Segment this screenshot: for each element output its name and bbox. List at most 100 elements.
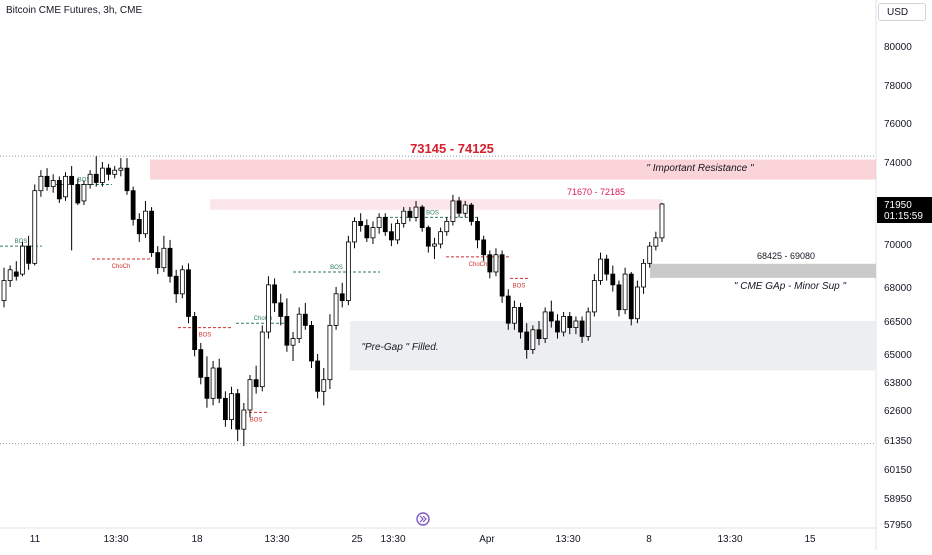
candle-body-65 bbox=[401, 210, 407, 224]
zone-resistance-band bbox=[210, 199, 662, 210]
zone-pre-gap-filled bbox=[350, 321, 876, 371]
y-tick-1: 78000 bbox=[884, 81, 912, 92]
zone-note-filled: "Pre-Gap " Filled. bbox=[361, 342, 438, 353]
candle-body-66 bbox=[407, 210, 413, 218]
candle-body-35 bbox=[216, 367, 222, 399]
candle-body-85 bbox=[524, 331, 530, 351]
candle-body-58 bbox=[358, 221, 364, 226]
candle-body-16 bbox=[99, 167, 105, 183]
candle-body-71 bbox=[438, 231, 444, 245]
candle-body-23 bbox=[143, 210, 148, 235]
candle-body-44 bbox=[272, 284, 277, 304]
y-tick-7: 66500 bbox=[884, 317, 912, 328]
candle-body-36 bbox=[222, 397, 228, 421]
y-tick-6: 68000 bbox=[884, 283, 912, 294]
candle-body-9 bbox=[56, 180, 62, 200]
candle-body-69 bbox=[425, 227, 431, 247]
candle-body-91 bbox=[561, 316, 567, 333]
candle-body-92 bbox=[567, 316, 573, 329]
candle-body-30 bbox=[186, 269, 191, 317]
structure-label-9: BOS bbox=[250, 417, 263, 423]
structure-label-1: BOS bbox=[15, 239, 28, 245]
candle-body-56 bbox=[345, 241, 351, 301]
candle-body-103 bbox=[635, 286, 640, 320]
candle-body-8 bbox=[50, 180, 56, 187]
y-tick-13: 58950 bbox=[884, 494, 912, 505]
candle-body-11 bbox=[69, 175, 75, 185]
candle-body-72 bbox=[444, 221, 450, 233]
candle-body-25 bbox=[155, 252, 161, 269]
candle-body-105 bbox=[647, 245, 653, 264]
candle-body-87 bbox=[536, 329, 542, 339]
candle-body-99 bbox=[610, 273, 616, 286]
x-tick-1: 13:30 bbox=[103, 534, 128, 545]
zone-label-gap: 68425 - 69080 bbox=[757, 251, 815, 261]
candle-body-75 bbox=[462, 204, 468, 214]
x-tick-6: Apr bbox=[479, 534, 495, 545]
candle-body-43 bbox=[266, 284, 271, 333]
candle-body-89 bbox=[548, 311, 554, 322]
candle-body-6 bbox=[38, 175, 44, 192]
candle-body-39 bbox=[241, 409, 247, 430]
candle-body-33 bbox=[204, 376, 210, 399]
x-tick-10: 15 bbox=[804, 534, 816, 545]
candle-body-22 bbox=[136, 218, 142, 235]
y-tick-3: 74000 bbox=[884, 158, 912, 169]
candle-body-93 bbox=[573, 320, 579, 328]
candle-body-107 bbox=[659, 203, 665, 239]
structure-label-7: ChoCh bbox=[469, 262, 488, 268]
y-tick-5: 70000 bbox=[884, 240, 912, 251]
candle-body-49 bbox=[302, 313, 308, 326]
y-tick-0: 80000 bbox=[884, 42, 912, 53]
candle-body-102 bbox=[628, 273, 634, 320]
candle-body-7 bbox=[44, 175, 50, 187]
candle-body-17 bbox=[106, 167, 111, 175]
candle-body-37 bbox=[229, 393, 234, 420]
candle-body-34 bbox=[210, 367, 216, 399]
candle-body-81 bbox=[499, 254, 505, 297]
y-tick-14: 57950 bbox=[884, 520, 912, 531]
currency-button[interactable]: USD bbox=[878, 3, 926, 21]
candle-body-82 bbox=[505, 295, 511, 324]
candle-body-0 bbox=[1, 280, 7, 301]
last-price-badge bbox=[877, 197, 932, 223]
candle-body-64 bbox=[395, 223, 400, 241]
structure-label-2: ChoCh bbox=[112, 264, 131, 270]
countdown-label: 01:15:59 bbox=[884, 211, 923, 222]
candle-body-10 bbox=[63, 175, 68, 198]
x-tick-2: 18 bbox=[191, 534, 203, 545]
y-tick-2: 76000 bbox=[884, 119, 912, 130]
candle-body-4 bbox=[26, 245, 31, 264]
y-tick-8: 65000 bbox=[884, 350, 912, 361]
candle-body-83 bbox=[512, 306, 517, 324]
y-tick-10: 62600 bbox=[884, 406, 912, 417]
structure-label-6: BOS bbox=[426, 210, 439, 216]
chart-title: Bitcoin CME Futures, 3h, CME bbox=[6, 5, 143, 16]
candle-body-79 bbox=[487, 254, 493, 273]
candle-body-68 bbox=[419, 206, 425, 228]
candle-body-101 bbox=[622, 273, 628, 311]
candle-body-29 bbox=[179, 269, 185, 295]
candle-body-24 bbox=[149, 210, 154, 254]
candle-body-60 bbox=[370, 227, 376, 239]
candle-body-76 bbox=[468, 204, 474, 222]
x-tick-7: 13:30 bbox=[555, 534, 580, 545]
zone-label-resistance: 73145 - 74125 bbox=[410, 141, 494, 156]
candle-body-55 bbox=[339, 293, 345, 301]
candle-body-5 bbox=[32, 190, 38, 264]
candle-body-52 bbox=[321, 379, 327, 392]
candle-body-3 bbox=[20, 245, 25, 275]
candle-body-42 bbox=[259, 331, 265, 388]
x-tick-8: 8 bbox=[646, 534, 652, 545]
candle-body-38 bbox=[235, 393, 241, 430]
candle-body-41 bbox=[253, 379, 259, 388]
candle-body-96 bbox=[591, 280, 597, 313]
candle-body-74 bbox=[456, 200, 462, 214]
x-tick-3: 13:30 bbox=[264, 534, 289, 545]
x-tick-4: 25 bbox=[351, 534, 363, 545]
candle-body-26 bbox=[161, 247, 167, 269]
candle-body-98 bbox=[604, 258, 610, 275]
zone-note-gap: " CME GAp - Minor Sup " bbox=[734, 281, 847, 292]
